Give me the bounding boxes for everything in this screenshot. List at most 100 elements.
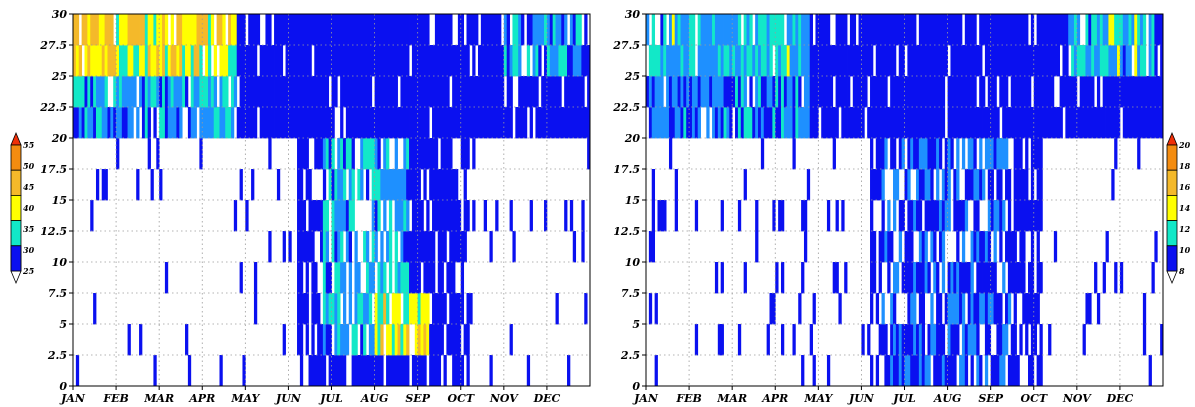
heatmap-cell: [1085, 45, 1089, 77]
heatmap-cell: [913, 107, 917, 139]
heatmap-cell: [996, 138, 1000, 170]
heatmap-cell: [990, 169, 994, 201]
heatmap-cell: [414, 355, 419, 387]
heatmap-cell: [821, 45, 825, 77]
heatmap-cell: [956, 169, 960, 201]
y-tick-label: 27.5: [39, 39, 67, 52]
heatmap-cell: [723, 14, 727, 46]
heatmap-cell: [887, 262, 891, 294]
heatmap-cell: [1134, 45, 1138, 77]
heatmap-cell: [386, 293, 390, 325]
y-tick-label: 30: [625, 8, 641, 21]
heatmap-cell: [121, 14, 126, 46]
heatmap-cell: [162, 76, 166, 108]
heatmap-cell: [437, 293, 442, 325]
heatmap-cell: [714, 107, 719, 139]
heatmap-cell: [1019, 169, 1023, 201]
heatmap-cell: [1005, 169, 1009, 201]
heatmap-cell: [1019, 45, 1023, 77]
heatmap-cell: [1154, 231, 1158, 263]
heatmap-cell: [205, 14, 209, 46]
heatmap-cell: [1105, 14, 1109, 46]
heatmap-cell: [325, 293, 330, 325]
heatmap-cell: [915, 200, 920, 232]
heatmap-cell: [1016, 14, 1020, 46]
y-tick-label: 20: [624, 132, 641, 145]
heatmap-cell: [1154, 14, 1158, 46]
heatmap-cell: [1010, 324, 1015, 356]
heatmap-cell: [308, 76, 312, 108]
heatmap-cell: [809, 14, 813, 46]
heatmap-cell: [766, 107, 770, 139]
heatmap-cell: [581, 76, 585, 108]
heatmap-cell: [322, 107, 327, 139]
heatmap-cell: [887, 355, 891, 387]
heatmap-cell: [302, 293, 307, 325]
x-tick-label: MAY: [803, 392, 833, 405]
heatmap-cell: [403, 200, 407, 232]
heatmap-cell: [495, 14, 499, 46]
colorbar-segment: [10, 270, 22, 285]
heatmap-cell: [950, 138, 954, 170]
heatmap-cell: [394, 231, 398, 263]
heatmap-cell: [314, 14, 318, 46]
heatmap-cell: [895, 355, 900, 387]
heatmap-cell: [107, 107, 111, 139]
heatmap-cell: [328, 45, 332, 77]
heatmap-cell: [503, 107, 508, 139]
heatmap-cell: [374, 76, 378, 108]
heatmap-cell: [735, 107, 739, 139]
heatmap-cell: [377, 293, 381, 325]
heatmap-cell: [1007, 293, 1012, 325]
heatmap-cell: [406, 293, 410, 325]
heatmap-cell: [1022, 200, 1026, 232]
heatmap-cell: [348, 76, 352, 108]
heatmap-cell: [365, 169, 370, 201]
heatmap-cell: [1025, 324, 1029, 356]
heatmap-cell: [970, 76, 974, 108]
heatmap-cell: [1076, 14, 1081, 46]
heatmap-cell: [941, 355, 946, 387]
heatmap-cell: [1022, 76, 1026, 108]
heatmap-cell: [959, 262, 963, 294]
heatmap-cell: [541, 14, 545, 46]
heatmap-cell: [455, 200, 459, 232]
heatmap-cell: [443, 355, 447, 387]
heatmap-cell: [1050, 107, 1055, 139]
heatmap-cell: [291, 76, 295, 108]
heatmap-cell: [999, 169, 1003, 201]
heatmap-cell: [331, 231, 335, 263]
heatmap-cell: [936, 355, 940, 387]
heatmap-cell: [792, 45, 796, 77]
heatmap-cell: [400, 169, 404, 201]
heatmap-cell: [720, 14, 724, 46]
heatmap-cell: [1073, 45, 1078, 77]
x-tick-label: SEP: [978, 392, 1003, 405]
heatmap-cell: [947, 355, 951, 387]
heatmap-cell: [783, 45, 788, 77]
colorbar-level-label: 12: [1179, 224, 1191, 234]
heatmap-cell: [374, 107, 378, 139]
heatmap-cell: [700, 45, 704, 77]
colorbar-level-label: 25: [22, 266, 35, 276]
heatmap-cell: [432, 45, 436, 77]
heatmap-cell: [904, 324, 908, 356]
heatmap-cell: [81, 14, 85, 46]
heatmap-cell: [801, 107, 805, 139]
heatmap-cell: [944, 355, 948, 387]
heatmap-cell: [334, 262, 338, 294]
heatmap-cell: [821, 14, 825, 46]
heatmap-cell: [380, 45, 384, 77]
heatmap-cell: [397, 14, 401, 46]
heatmap-cell: [861, 45, 865, 77]
heatmap-cell: [1059, 107, 1063, 139]
heatmap-cell: [956, 138, 960, 170]
heatmap-cell: [674, 169, 678, 201]
heatmap-cell: [918, 138, 923, 170]
heatmap-cell: [432, 324, 436, 356]
heatmap-cell: [498, 45, 502, 77]
heatmap-cell: [772, 200, 776, 232]
heatmap-cell: [821, 107, 825, 139]
x-tick-label: FEB: [102, 392, 129, 405]
heatmap-cell: [288, 45, 292, 77]
